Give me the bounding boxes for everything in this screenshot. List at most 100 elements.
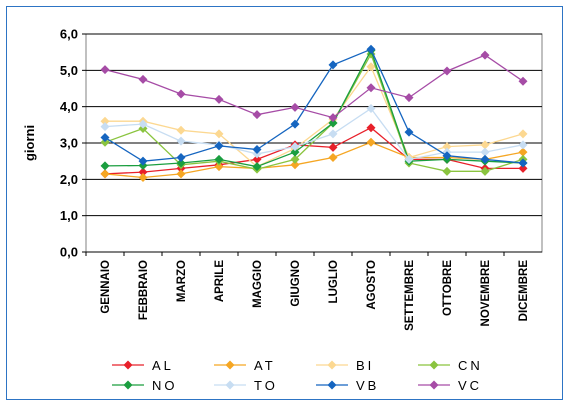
x-category-label: DICEMBRE bbox=[518, 260, 530, 322]
data-point bbox=[442, 142, 452, 152]
data-point bbox=[480, 147, 490, 157]
data-point bbox=[328, 113, 338, 123]
x-category-label: OTTOBRE bbox=[442, 260, 454, 316]
data-point bbox=[252, 110, 262, 120]
data-point bbox=[480, 50, 490, 60]
legend-item-to: TO bbox=[214, 378, 278, 393]
data-point bbox=[252, 145, 262, 155]
data-point bbox=[176, 153, 186, 163]
data-point bbox=[328, 142, 338, 152]
data-point bbox=[480, 154, 490, 164]
data-point bbox=[290, 154, 300, 164]
y-axis-ticks: 0,0 1,0 2,0 3,0 4,0 5,0 6,0 bbox=[60, 27, 78, 260]
legend-swatch-marker bbox=[225, 360, 235, 370]
legend-swatch-marker bbox=[123, 360, 133, 370]
data-point bbox=[404, 93, 414, 103]
data-point bbox=[214, 154, 224, 164]
x-category-label: MAGGIO bbox=[252, 260, 264, 308]
legend-swatch-marker bbox=[429, 360, 439, 370]
data-point bbox=[214, 94, 224, 104]
data-point bbox=[518, 158, 528, 168]
x-axis-categories: GENNAIO FEBBRAIO MARZO APRILE MAGGIO GIUGNO LU… bbox=[85, 252, 530, 331]
legend-swatch-marker bbox=[429, 380, 439, 390]
data-point bbox=[518, 129, 528, 139]
legend-label: AT bbox=[254, 358, 276, 373]
data-point bbox=[328, 153, 338, 163]
data-point bbox=[366, 44, 376, 54]
series-vb bbox=[100, 44, 528, 168]
series-line bbox=[104, 107, 524, 161]
data-point bbox=[404, 154, 414, 164]
x-category-label: LUGLIO bbox=[328, 260, 340, 303]
data-point bbox=[480, 140, 490, 150]
data-point bbox=[100, 169, 110, 179]
data-point bbox=[518, 147, 528, 157]
y-tick-label: 1,0 bbox=[60, 208, 78, 223]
series-line bbox=[104, 54, 524, 119]
legend-label: CN bbox=[458, 358, 483, 373]
y-tick-label: 0,0 bbox=[60, 245, 78, 260]
data-point bbox=[366, 123, 376, 133]
y-tick-label: 4,0 bbox=[60, 99, 78, 114]
data-point bbox=[176, 136, 186, 146]
data-point bbox=[176, 125, 186, 135]
legend-swatch-marker bbox=[123, 380, 133, 390]
data-point bbox=[404, 127, 414, 137]
data-point bbox=[214, 141, 224, 151]
legend-item-no: NO bbox=[112, 378, 175, 393]
y-axis-label: giorni bbox=[22, 125, 37, 161]
data-point bbox=[290, 102, 300, 112]
data-point bbox=[100, 122, 110, 132]
legend-label: TO bbox=[254, 378, 278, 393]
legend-label: AL bbox=[152, 358, 174, 373]
data-point bbox=[100, 133, 110, 143]
grid-lines bbox=[82, 33, 542, 253]
data-point bbox=[176, 89, 186, 99]
data-point bbox=[252, 154, 262, 164]
series-lines bbox=[100, 44, 528, 183]
legend-item-al: AL bbox=[112, 358, 174, 373]
x-category-label: APRILE bbox=[214, 260, 226, 303]
series-line bbox=[105, 65, 524, 168]
data-point bbox=[138, 173, 148, 183]
data-point bbox=[176, 169, 186, 179]
data-point bbox=[138, 119, 148, 129]
series-line bbox=[104, 126, 523, 175]
series-line bbox=[104, 48, 524, 168]
data-point bbox=[328, 129, 338, 139]
data-point bbox=[100, 137, 110, 147]
legend-swatch-marker bbox=[327, 380, 337, 390]
data-point bbox=[328, 118, 338, 128]
data-point bbox=[518, 140, 528, 150]
data-point bbox=[290, 160, 300, 170]
data-point bbox=[442, 166, 452, 176]
data-point bbox=[138, 74, 148, 84]
data-point bbox=[214, 129, 224, 139]
data-point bbox=[100, 116, 110, 126]
legend-item-vb: VB bbox=[316, 378, 379, 393]
data-point bbox=[138, 156, 148, 166]
x-category-label: AGOSTO bbox=[366, 260, 378, 310]
data-point bbox=[366, 83, 376, 93]
x-category-label: MARZO bbox=[176, 260, 188, 302]
data-point bbox=[290, 147, 300, 157]
x-category-label: NOVEMBRE bbox=[480, 260, 492, 327]
legend-label: VB bbox=[356, 378, 379, 393]
data-point bbox=[328, 60, 338, 70]
data-point bbox=[518, 163, 528, 173]
data-point bbox=[366, 103, 376, 113]
legend-label: BI bbox=[356, 358, 374, 373]
y-tick-label: 3,0 bbox=[60, 136, 78, 151]
x-category-label: SETTEMBRE bbox=[404, 260, 416, 331]
data-point bbox=[290, 119, 300, 129]
data-point bbox=[176, 158, 186, 168]
data-point bbox=[138, 167, 148, 177]
legend: AL AT BI CN NO TO VB VC bbox=[112, 358, 483, 393]
data-point bbox=[290, 142, 300, 152]
data-point bbox=[100, 65, 110, 75]
data-point bbox=[518, 76, 528, 86]
legend-item-cn: CN bbox=[418, 358, 483, 373]
y-tick-label: 6,0 bbox=[60, 27, 78, 42]
series-line bbox=[104, 48, 524, 164]
data-point bbox=[366, 137, 376, 147]
